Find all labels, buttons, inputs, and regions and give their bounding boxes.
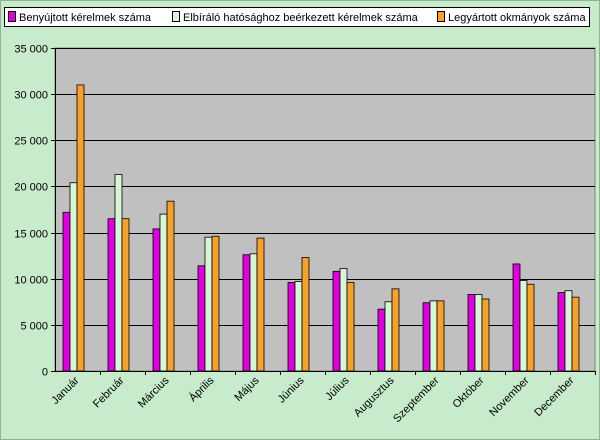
plot-background [54, 47, 596, 372]
x-tick-label: Június [276, 374, 307, 405]
bar-1 [287, 282, 296, 372]
plot-area: 0 5 000 10 000 15 000 20 000 25 000 30 000 35 0… [14, 44, 596, 425]
bar-2 [159, 213, 168, 372]
bar-3 [436, 300, 445, 372]
bar-1 [62, 211, 71, 372]
bar-2 [474, 294, 483, 372]
bar-1 [152, 228, 161, 372]
y-tick-label: 35 000 [14, 44, 48, 56]
bar-2 [69, 182, 78, 372]
x-tick-label: December [532, 374, 577, 419]
bar-1 [557, 292, 566, 372]
legend-label-series-1: Benyújtott kérelmek száma [19, 12, 152, 24]
y-tick-label: 15 000 [14, 229, 48, 241]
bar-2 [114, 174, 123, 372]
bar-3 [526, 283, 535, 372]
bar-3 [346, 282, 355, 372]
bar-3 [76, 84, 85, 372]
bar-2 [294, 281, 303, 372]
bar-3 [256, 237, 265, 372]
legend-swatch-series-3 [437, 11, 445, 22]
legend-swatch-series-2 [172, 11, 180, 22]
bar-1 [512, 263, 521, 372]
y-tick-label: 20 000 [14, 182, 48, 194]
bar-2 [564, 290, 573, 372]
chart-legend: Benyújtott kérelmek száma Elbíráló hatós… [4, 7, 590, 27]
legend-item-series-3: Legyártott okmányok száma [437, 11, 586, 25]
legend-swatch-series-1 [8, 11, 16, 22]
bar-2 [519, 280, 528, 372]
x-tick-label: Április [186, 374, 217, 405]
bar-2 [339, 268, 348, 372]
bar-1 [197, 265, 206, 372]
bar-3 [121, 218, 130, 372]
x-tick-label: Február [91, 374, 127, 410]
bar-1 [107, 218, 116, 372]
bar-2 [249, 253, 258, 372]
x-tick-label: Augusztus [352, 374, 397, 419]
x-tick-label: Május [232, 374, 262, 404]
bar-3 [571, 296, 580, 372]
x-tick-label: Július [323, 374, 352, 403]
bar-3 [391, 288, 400, 372]
y-tick-label: 10 000 [14, 275, 48, 287]
bar-2 [204, 236, 213, 372]
bar-3 [301, 257, 310, 372]
y-tick-label: 25 000 [14, 136, 48, 148]
bar-1 [332, 270, 341, 372]
bar-3 [166, 200, 175, 372]
bar-3 [211, 235, 220, 372]
legend-item-series-1: Benyújtott kérelmek száma [8, 11, 151, 25]
bar-3 [481, 298, 490, 372]
x-tick-label: November [487, 374, 532, 419]
x-tick-label: Szeptember [391, 374, 442, 425]
x-tick-label: Március [136, 374, 172, 410]
y-tick-label: 30 000 [14, 90, 48, 102]
bar-1 [467, 294, 476, 372]
bar-2 [384, 301, 393, 372]
legend-item-series-2: Elbíráló hatósághoz beérkezett kérelmek … [172, 11, 418, 25]
legend-label-series-3: Legyártott okmányok száma [448, 12, 586, 24]
x-tick-label: Október [450, 374, 486, 410]
x-tick-label: Január [49, 374, 82, 407]
bar-1 [242, 254, 251, 372]
y-tick-label: 5 000 [20, 321, 48, 333]
legend-label-series-2: Elbíráló hatósághoz beérkezett kérelmek … [183, 12, 418, 24]
y-tick-label: 0 [42, 367, 48, 379]
bar-2 [429, 300, 438, 372]
bar-1 [377, 308, 386, 372]
bar-1 [422, 302, 431, 372]
